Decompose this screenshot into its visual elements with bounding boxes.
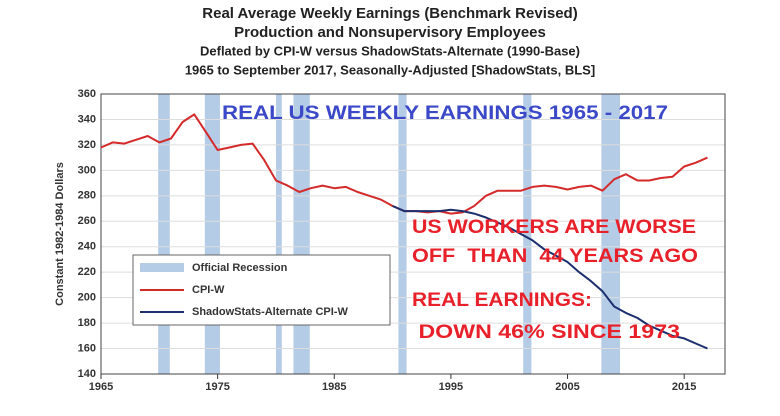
x-tick-label: 1985: [322, 381, 346, 393]
chart-subtitle: 1965 to September 2017, Seasonally-Adjus…: [185, 62, 595, 77]
x-tick-label: 2015: [672, 381, 696, 393]
chart-title: Real Average Weekly Earnings (Benchmark …: [202, 5, 577, 22]
y-tick-label: 160: [78, 342, 96, 354]
y-tick-label: 320: [78, 139, 96, 151]
x-tick-label: 2005: [555, 381, 579, 393]
chart-subtitle: Deflated by CPI-W versus ShadowStats-Alt…: [200, 43, 580, 58]
legend-label: Official Recession: [192, 262, 288, 274]
recession-band: [398, 94, 407, 374]
legend-swatch: [140, 263, 184, 272]
chart-subtitle: Production and Nonsupervisory Employees: [234, 24, 546, 41]
y-tick-label: 240: [78, 241, 96, 253]
y-tick-label: 280: [78, 190, 96, 202]
y-tick-label: 180: [78, 317, 96, 329]
x-tick-label: 1965: [89, 381, 113, 393]
y-tick-label: 200: [78, 292, 96, 304]
plot-frame: [100, 93, 726, 375]
y-tick-label: 220: [78, 266, 96, 278]
recession-band: [204, 94, 220, 374]
y-axis-label: Constant 1982-1984 Dollars: [54, 162, 66, 306]
legend-label: ShadowStats-Alternate CPI-W: [192, 306, 348, 318]
y-tick-label: 140: [78, 368, 96, 380]
recession-band: [158, 94, 170, 374]
recession-band: [275, 94, 282, 374]
y-tick-label: 360: [78, 88, 96, 100]
legend-label: CPI-W: [192, 284, 225, 296]
recession-band: [523, 94, 532, 374]
annotation: OFF THAN 44 YEARS AGO: [412, 246, 698, 267]
x-tick-label: 1975: [205, 381, 229, 393]
annotation: REAL EARNINGS:: [412, 290, 592, 311]
x-tick-label: 1995: [439, 381, 463, 393]
annotation: REAL US WEEKLY EARNINGS 1965 - 2017: [222, 103, 668, 124]
y-tick-label: 300: [78, 164, 96, 176]
annotation: DOWN 46% SINCE 1973: [412, 322, 680, 343]
series-line: [392, 205, 708, 350]
annotation: US WORKERS ARE WORSE: [412, 217, 696, 238]
y-tick-label: 340: [78, 113, 96, 125]
recession-band: [601, 94, 621, 374]
y-tick-label: 260: [78, 215, 96, 227]
recession-band: [293, 94, 310, 374]
